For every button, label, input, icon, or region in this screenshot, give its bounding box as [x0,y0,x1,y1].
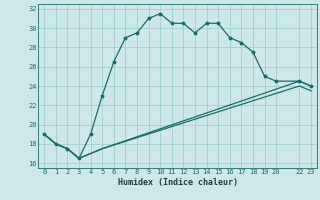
X-axis label: Humidex (Indice chaleur): Humidex (Indice chaleur) [118,178,238,187]
